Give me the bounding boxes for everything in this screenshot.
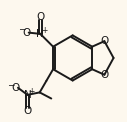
Text: N: N [36, 29, 44, 39]
Text: +: + [28, 87, 34, 96]
Text: −: − [18, 25, 26, 33]
Text: O: O [100, 70, 108, 80]
Text: O: O [23, 106, 32, 116]
Text: O: O [22, 28, 30, 38]
Text: −: − [7, 80, 15, 89]
Text: O: O [36, 12, 44, 22]
Text: N: N [24, 90, 31, 100]
Text: O: O [12, 83, 20, 93]
Text: O: O [100, 36, 108, 46]
Text: +: + [41, 26, 47, 35]
